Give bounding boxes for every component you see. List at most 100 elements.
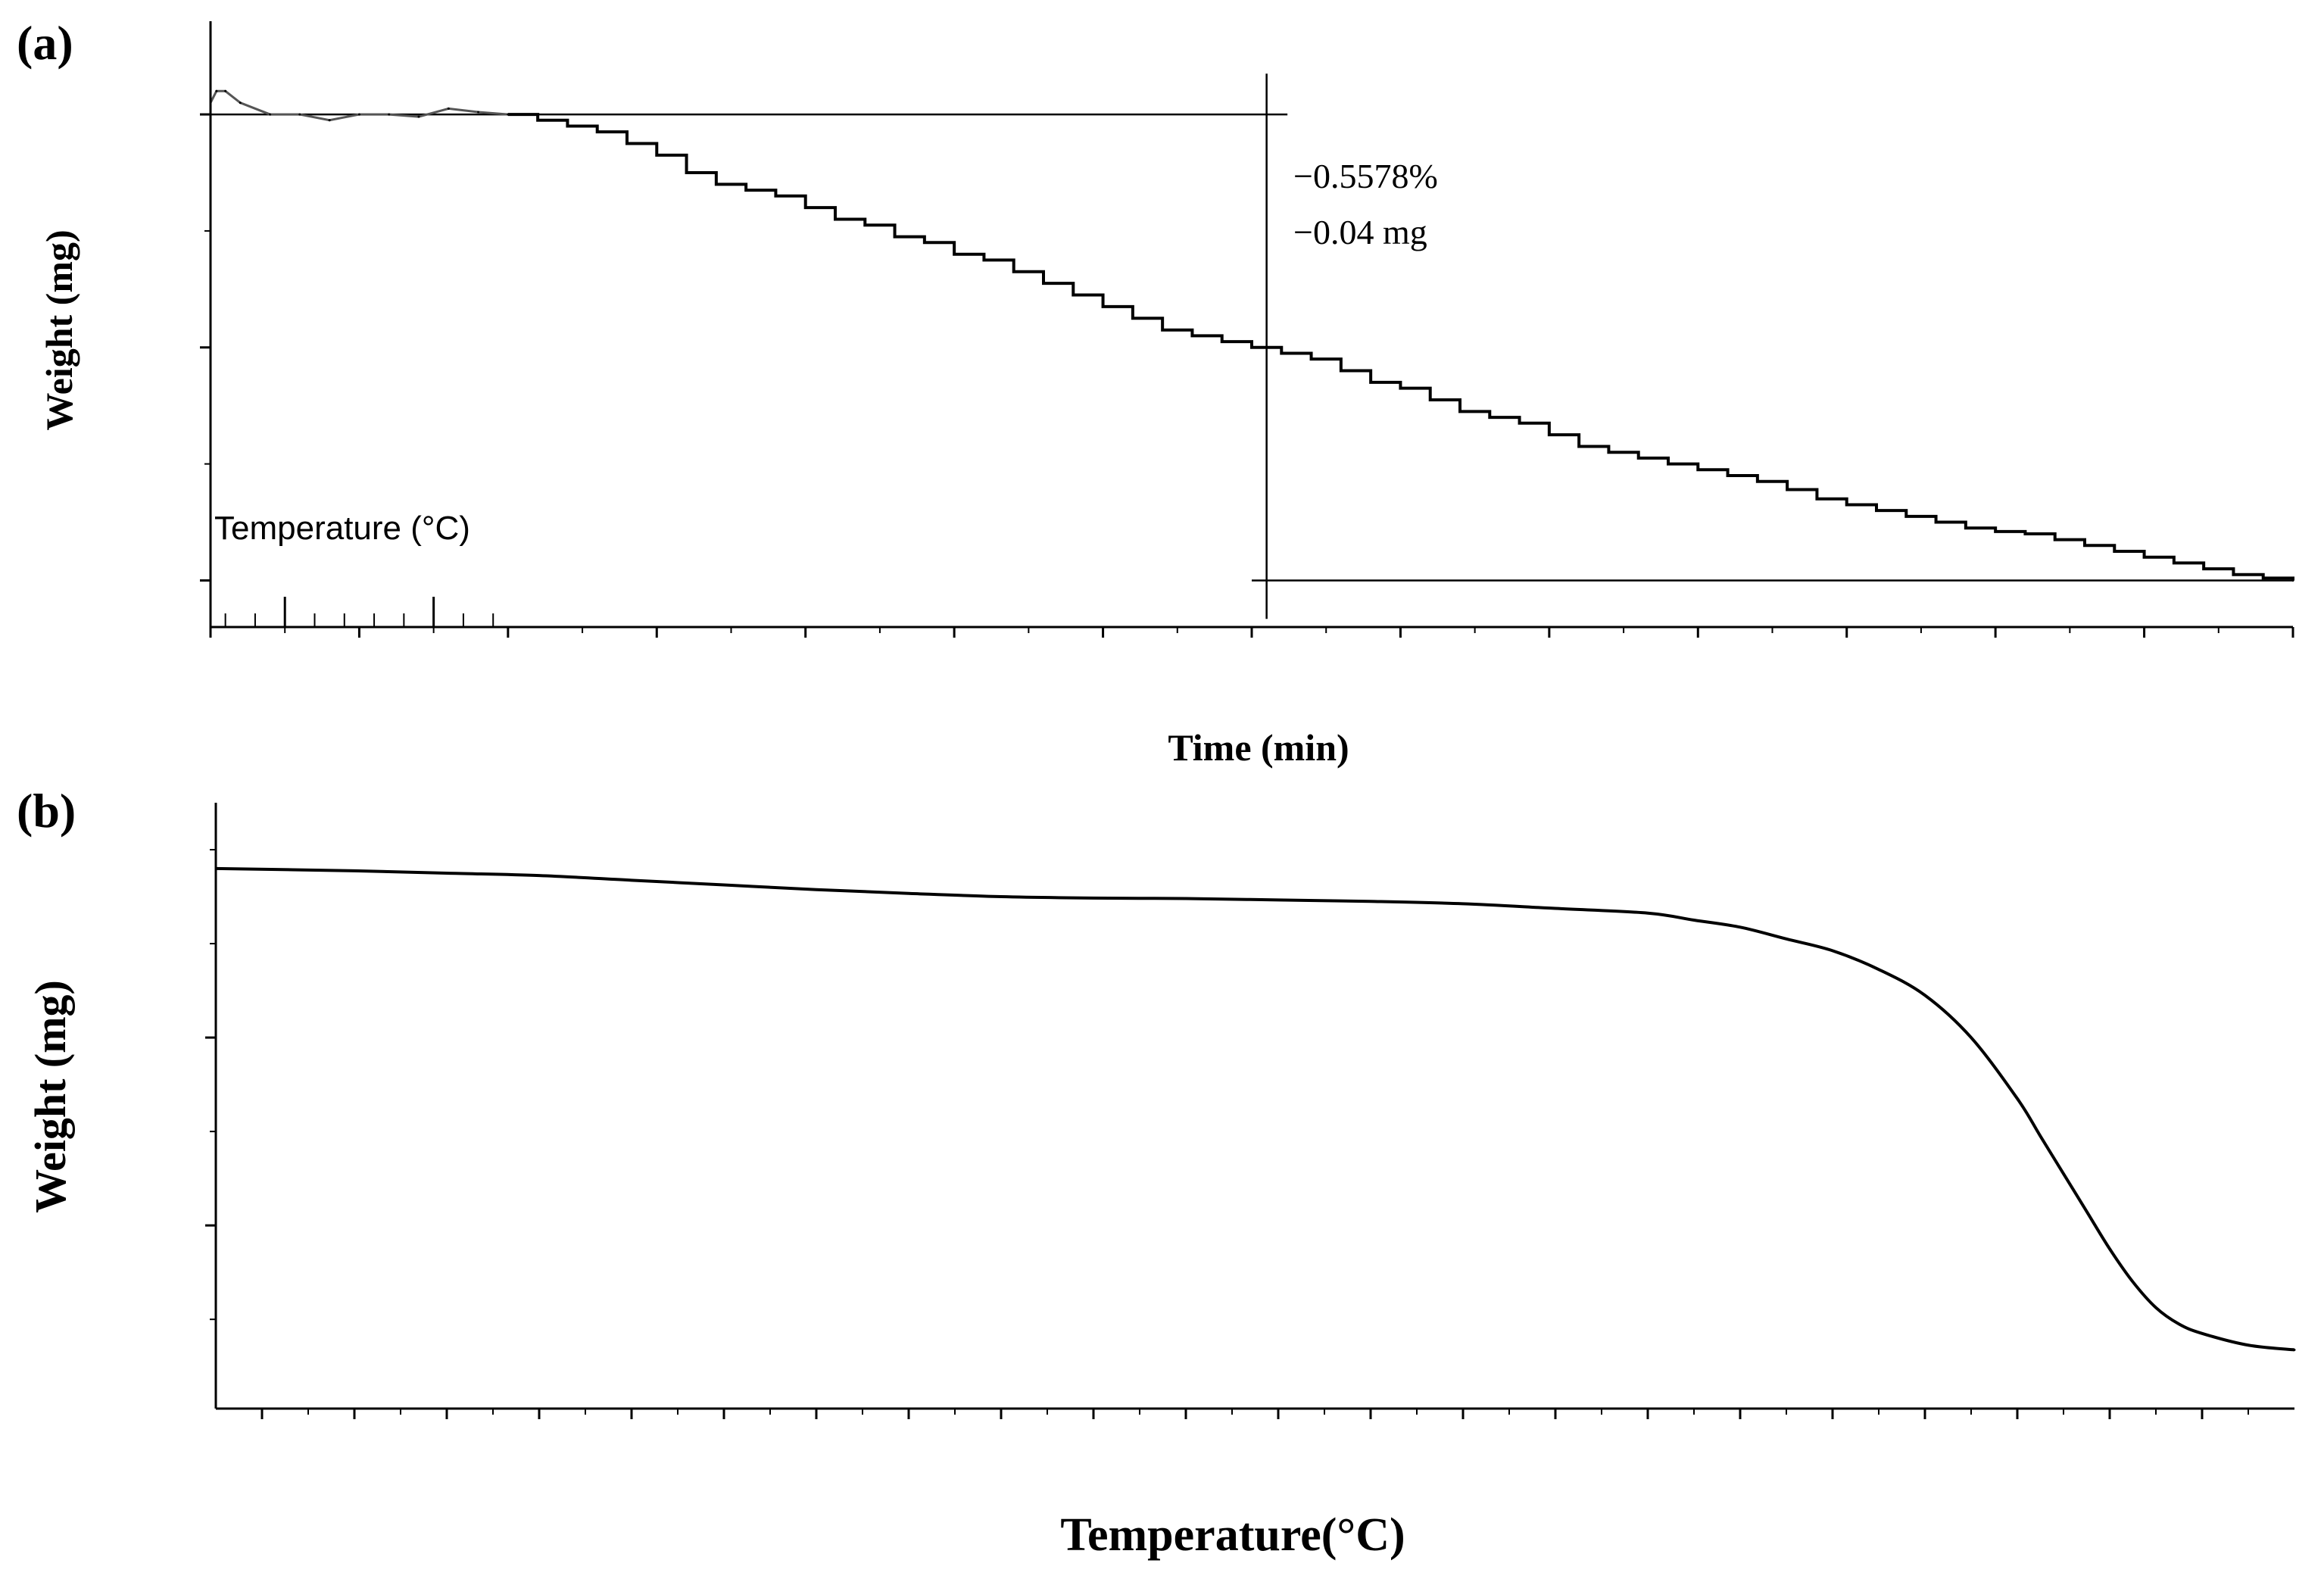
data-point-b (445, 872, 448, 875)
data-point-a (625, 142, 629, 145)
data-point-b (1369, 900, 1372, 903)
data-point-a (2173, 561, 2176, 564)
data-point-a (1221, 340, 1224, 343)
data-point-a (2113, 550, 2116, 553)
data-point-a (447, 107, 450, 110)
data-point-a (215, 89, 218, 92)
data-point-a (1904, 515, 1908, 518)
data-point-a (1131, 317, 1134, 320)
data-point-a (2291, 579, 2294, 582)
temperature-ticks (224, 597, 494, 627)
data-point-b (1184, 897, 1187, 900)
data-point-a (2023, 532, 2026, 535)
data-point-a (2232, 573, 2235, 576)
data-point-a (1369, 381, 1372, 384)
data-point-b (722, 884, 725, 887)
data-point-a (1250, 346, 1253, 349)
data-point-a (1696, 468, 1699, 471)
data-point-b (2108, 1247, 2111, 1250)
data-point-b (2085, 1210, 2088, 1213)
data-point-b (630, 878, 633, 881)
data-point-a (1102, 305, 1105, 308)
data-point-a (1994, 530, 1997, 533)
data-point-a (1488, 416, 1491, 419)
data-point-a (2054, 538, 2057, 541)
data-point-a (1161, 329, 1164, 332)
data-point-a (863, 223, 866, 226)
data-point-a (1935, 521, 1938, 524)
data-point-a (1340, 370, 1343, 373)
x-ticks-a (209, 627, 2294, 638)
data-point-a (298, 113, 301, 116)
data-point-a (894, 236, 897, 239)
panel-a-label: (a) (17, 16, 73, 70)
data-point-a (923, 241, 926, 244)
data-point-a (1310, 357, 1313, 360)
data-point-a (239, 101, 242, 105)
data-point-b (353, 869, 356, 872)
data-point-a (774, 195, 777, 198)
data-point-a (953, 253, 956, 256)
data-point-b (1277, 898, 1280, 901)
weight-line-initial (209, 89, 508, 122)
data-point-b (1554, 907, 1557, 910)
data-point-a (2202, 567, 2205, 570)
axes-a (209, 21, 2293, 629)
data-point-b (2178, 1322, 2180, 1325)
data-point-b (2201, 1332, 2204, 1335)
axes-b (214, 803, 2294, 1410)
data-point-b (538, 874, 541, 877)
temperature-scale-label: Temperature (°C) (214, 510, 470, 547)
data-point-b (1000, 895, 1003, 898)
data-point-a (1429, 398, 1432, 401)
data-point-b (2062, 1172, 2065, 1175)
data-point-b (2016, 1097, 2019, 1100)
data-point-a (536, 119, 539, 122)
data-point-a (1637, 457, 1640, 460)
data-point-b (1692, 919, 1695, 922)
data-point-a (1012, 270, 1015, 273)
data-point-a (388, 113, 391, 116)
data-point-a (982, 258, 985, 261)
weight-series-a (209, 89, 2294, 582)
temperature-scale-a: Temperature (°C) (214, 510, 494, 627)
data-point-b (2293, 1348, 2296, 1351)
data-point-a (1607, 451, 1610, 454)
data-point-b (907, 892, 910, 895)
data-point-a (2083, 544, 2086, 547)
weight-series-b (214, 866, 2296, 1352)
data-point-a (328, 119, 331, 122)
data-point-b (1461, 902, 1465, 905)
x-axis-title-b: Temperature(°C) (1060, 1509, 1405, 1561)
data-point-b (2154, 1306, 2157, 1309)
data-point-a (2143, 556, 2146, 559)
y-ticks-b (205, 849, 216, 1321)
panel-b-label: (b) (17, 784, 76, 838)
data-point-a (269, 113, 272, 116)
panel-b: (b) Temperature(°C) Weight (mg) (17, 784, 2296, 1561)
data-point-b (2039, 1134, 2042, 1137)
data-point-a (477, 111, 480, 114)
annotation-mass: −0.04 mg (1293, 213, 1427, 251)
data-point-a (1727, 474, 1730, 477)
data-point-a (1518, 422, 1521, 425)
annotation-percent: −0.5578% (1293, 157, 1438, 195)
data-point-a (715, 183, 718, 186)
x-ticks-b (260, 1409, 2249, 1419)
data-point-a (566, 124, 569, 127)
data-point-a (1458, 410, 1461, 413)
y-axis-title-a: Weight (mg) (38, 229, 80, 430)
data-point-a (1756, 480, 1759, 483)
data-point-a (357, 113, 360, 116)
data-point-a (1845, 503, 1848, 506)
weight-curve-b (215, 866, 2295, 1352)
data-point-a (1548, 433, 1551, 436)
data-point-a (1875, 509, 1878, 512)
data-point-a (417, 115, 420, 118)
data-point-a (685, 171, 688, 174)
data-point-a (1786, 488, 1789, 491)
data-point-a (804, 206, 807, 209)
data-point-b (1739, 925, 1742, 928)
data-point-b (1877, 968, 1880, 971)
